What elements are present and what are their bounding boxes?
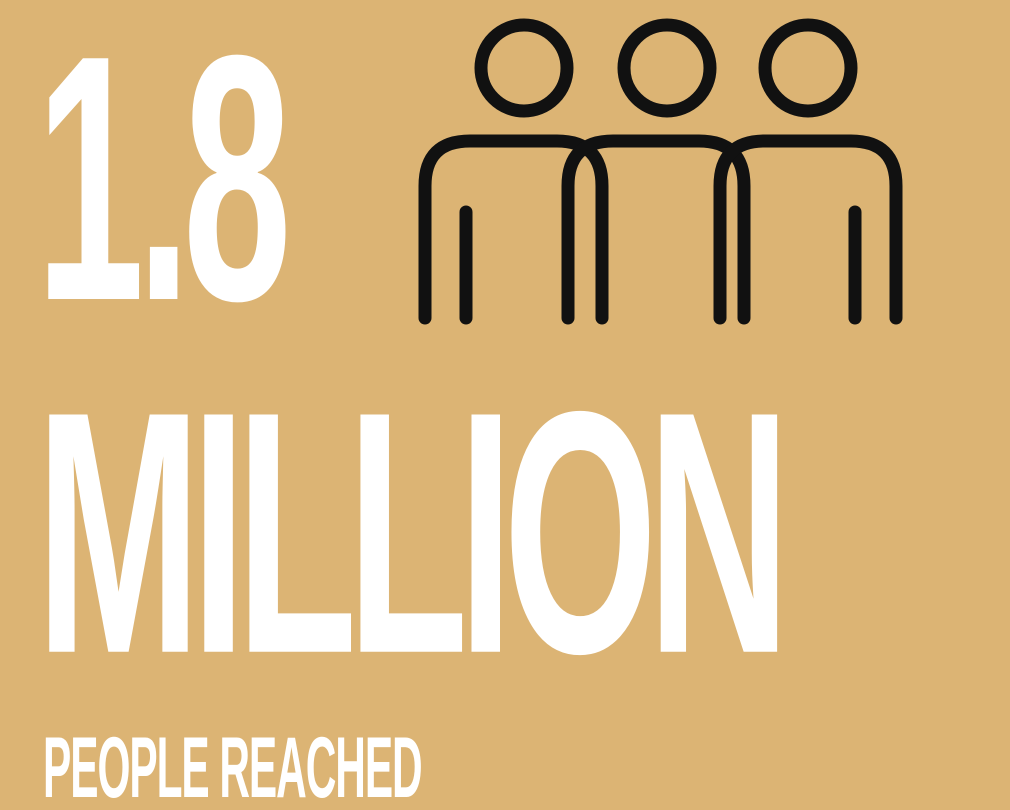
person-head-right: [758, 18, 858, 118]
person-body-left: [418, 134, 609, 325]
person-body-center: [561, 134, 751, 325]
person-head-left: [474, 18, 574, 118]
headline-unit: MILLION: [36, 341, 790, 728]
three-people-icon: [418, 18, 903, 325]
caption-people-reached: PEOPLE REACHED: [43, 721, 423, 810]
headline-number: 1.8: [36, 0, 291, 376]
person-body-right: [713, 134, 903, 325]
person-head-center: [617, 18, 717, 118]
